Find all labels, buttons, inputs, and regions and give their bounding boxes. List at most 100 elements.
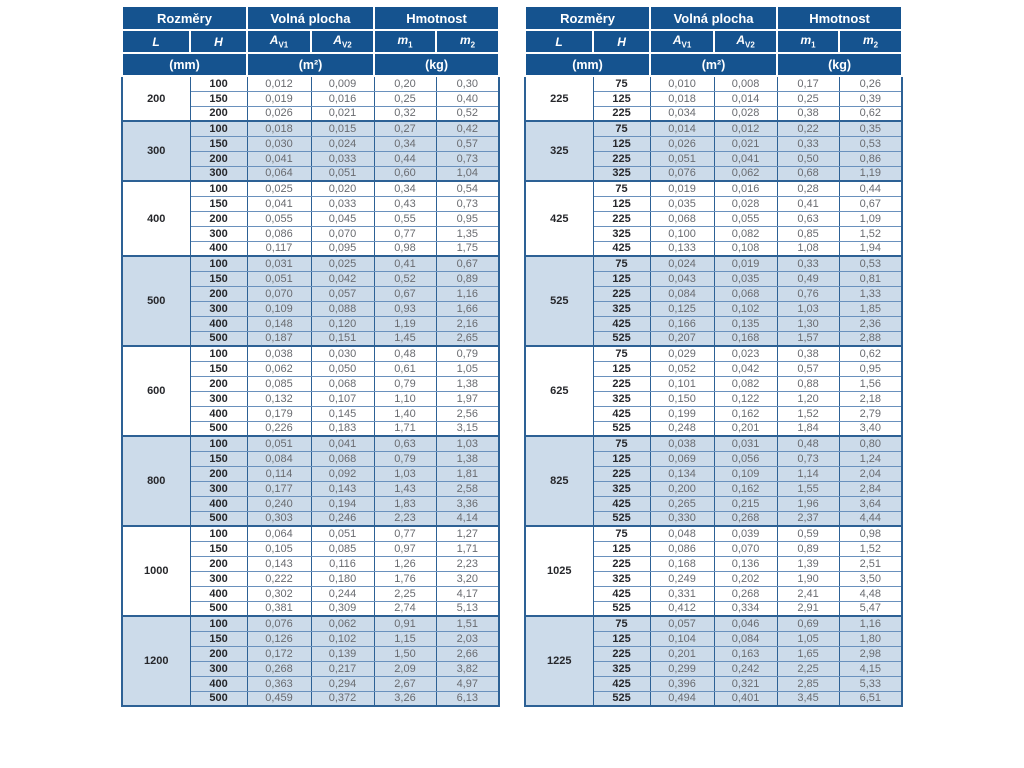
value-cell: 0,177 bbox=[246, 480, 312, 497]
dimension-h-cell: 400 bbox=[189, 585, 248, 602]
value-cell: 0,100 bbox=[649, 225, 715, 242]
dimension-h-cell: 125 bbox=[592, 195, 651, 212]
value-cell: 0,024 bbox=[649, 255, 715, 272]
table-row: 125 0,052 0,042 0,57 0,95 bbox=[525, 360, 903, 377]
value-cell: 0,183 bbox=[310, 420, 375, 437]
unit-mm: (mm) bbox=[524, 52, 652, 77]
value-cell: 0,092 bbox=[310, 465, 375, 482]
value-cell: 0,95 bbox=[435, 210, 500, 227]
header-group-row: Rozměry Volná plocha Hmotnost bbox=[524, 5, 904, 31]
value-cell: 0,303 bbox=[246, 510, 312, 527]
value-cell: 0,85 bbox=[776, 225, 840, 242]
value-cell: 0,122 bbox=[713, 390, 778, 407]
value-cell: 0,73 bbox=[435, 195, 500, 212]
value-cell: 0,070 bbox=[246, 285, 312, 302]
value-cell: 0,53 bbox=[838, 255, 903, 272]
value-cell: 0,024 bbox=[310, 135, 375, 152]
value-cell: 6,51 bbox=[838, 690, 903, 707]
table-row: 1225 75 0,057 0,046 0,69 1,16 bbox=[524, 615, 903, 707]
value-cell: 0,085 bbox=[246, 375, 312, 392]
value-cell: 1,33 bbox=[838, 285, 903, 302]
table-row: 425 75 0,019 0,016 0,28 0,44 bbox=[524, 180, 903, 257]
dimension-h-cell: 150 bbox=[189, 135, 248, 152]
value-cell: 0,116 bbox=[310, 555, 375, 572]
value-cell: 3,20 bbox=[435, 570, 500, 587]
dimension-h-cell: 500 bbox=[189, 510, 248, 527]
table-row: 525 75 0,024 0,019 0,33 0,53 bbox=[524, 255, 903, 347]
dimension-l-cell: 625 bbox=[524, 345, 594, 437]
value-cell: 0,038 bbox=[246, 345, 312, 362]
value-cell: 0,67 bbox=[373, 285, 437, 302]
value-cell: 0,034 bbox=[649, 105, 715, 122]
value-cell: 1,27 bbox=[435, 525, 500, 542]
value-cell: 0,95 bbox=[838, 360, 903, 377]
value-cell: 0,070 bbox=[310, 225, 375, 242]
value-cell: 0,043 bbox=[649, 270, 715, 287]
table-row: 225 0,134 0,109 1,14 2,04 bbox=[525, 465, 903, 482]
value-cell: 0,039 bbox=[713, 525, 778, 542]
value-cell: 0,79 bbox=[373, 375, 437, 392]
value-cell: 0,109 bbox=[713, 465, 778, 482]
value-cell: 1,19 bbox=[373, 315, 437, 332]
table-row: 600 100 0,038 0,030 0,48 0,79 bbox=[121, 345, 500, 437]
dimension-l-cell: 600 bbox=[121, 345, 191, 437]
value-cell: 0,021 bbox=[713, 135, 778, 152]
table-row: 525 0,412 0,334 2,91 5,47 bbox=[525, 600, 903, 617]
table-row: 325 0,299 0,242 2,25 4,15 bbox=[525, 660, 903, 677]
value-cell: 0,133 bbox=[649, 240, 715, 257]
table-row: 225 0,101 0,082 0,88 1,56 bbox=[525, 375, 903, 392]
value-cell: 0,068 bbox=[310, 450, 375, 467]
value-cell: 0,330 bbox=[649, 510, 715, 527]
value-cell: 1,51 bbox=[435, 615, 500, 632]
value-cell: 3,45 bbox=[776, 690, 840, 707]
value-cell: 2,37 bbox=[776, 510, 840, 527]
dimension-h-cell: 150 bbox=[189, 270, 248, 287]
dimension-h-cell: 150 bbox=[189, 90, 248, 107]
value-cell: 0,41 bbox=[776, 195, 840, 212]
value-cell: 2,51 bbox=[838, 555, 903, 572]
dimension-h-cell: 125 bbox=[592, 540, 651, 557]
value-cell: 0,33 bbox=[776, 135, 840, 152]
value-cell: 0,018 bbox=[246, 120, 312, 137]
value-cell: 1,85 bbox=[838, 300, 903, 317]
dimension-h-cell: 500 bbox=[189, 330, 248, 347]
table-row: 525 0,494 0,401 3,45 6,51 bbox=[525, 690, 903, 707]
value-cell: 0,97 bbox=[373, 540, 437, 557]
value-cell: 0,76 bbox=[776, 285, 840, 302]
value-cell: 2,36 bbox=[838, 315, 903, 332]
value-cell: 0,014 bbox=[649, 120, 715, 137]
unit-m2: (m²) bbox=[649, 52, 779, 77]
value-cell: 0,041 bbox=[310, 435, 375, 452]
table-row: 525 0,207 0,168 1,57 2,88 bbox=[525, 330, 903, 347]
col-header-H: H bbox=[188, 29, 249, 54]
value-cell: 2,04 bbox=[838, 465, 903, 482]
value-cell: 0,150 bbox=[649, 390, 715, 407]
dimension-l-cell: 500 bbox=[121, 255, 191, 347]
value-cell: 0,180 bbox=[310, 570, 375, 587]
value-cell: 0,030 bbox=[310, 345, 375, 362]
table-row: 1200 100 0,076 0,062 0,91 1,51 bbox=[121, 615, 500, 707]
dimension-h-cell: 225 bbox=[592, 210, 651, 227]
value-cell: 0,202 bbox=[713, 570, 778, 587]
value-cell: 0,168 bbox=[713, 330, 778, 347]
value-cell: 0,030 bbox=[246, 135, 312, 152]
value-cell: 0,412 bbox=[649, 600, 715, 617]
value-cell: 3,40 bbox=[838, 420, 903, 437]
value-cell: 0,309 bbox=[310, 600, 375, 617]
value-cell: 0,52 bbox=[435, 105, 500, 122]
dimension-h-cell: 525 bbox=[592, 690, 651, 707]
table-row: 500 0,303 0,246 2,23 4,14 bbox=[122, 510, 500, 527]
value-cell: 3,36 bbox=[435, 495, 500, 512]
col-header-L: L bbox=[121, 29, 191, 54]
dimension-h-cell: 200 bbox=[189, 105, 248, 122]
value-cell: 0,299 bbox=[649, 660, 715, 677]
dimension-h-cell: 325 bbox=[592, 165, 651, 182]
value-cell: 0,25 bbox=[776, 90, 840, 107]
table-row: 325 0,100 0,082 0,85 1,52 bbox=[525, 225, 903, 242]
dimension-h-cell: 525 bbox=[592, 510, 651, 527]
dimension-h-cell: 125 bbox=[592, 90, 651, 107]
table-row: 400 100 0,025 0,020 0,34 0,54 bbox=[121, 180, 500, 257]
header-symbol-row: L H AV1 AV2 m1 m2 bbox=[121, 29, 501, 54]
value-cell: 0,068 bbox=[649, 210, 715, 227]
value-cell: 2,91 bbox=[776, 600, 840, 617]
